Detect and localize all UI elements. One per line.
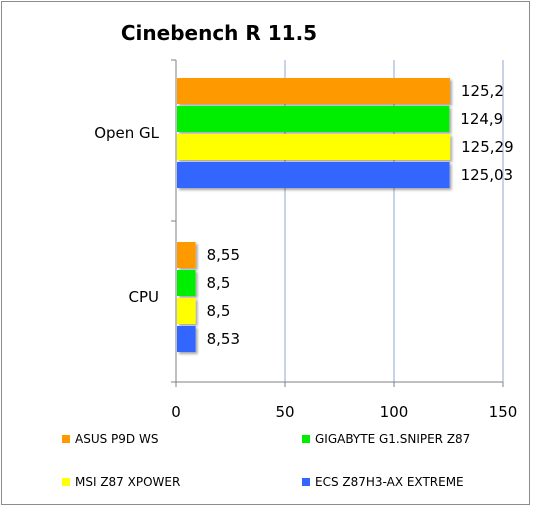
data-label: 125,29 bbox=[461, 138, 514, 156]
legend-swatch bbox=[62, 435, 70, 443]
legend-swatch bbox=[62, 478, 70, 486]
x-tick-label: 50 bbox=[275, 403, 294, 421]
bar bbox=[177, 78, 450, 104]
x-tick-label: 150 bbox=[489, 403, 518, 421]
bar bbox=[177, 326, 196, 352]
legend: ASUS P9D WS GIGABYTE G1.SNIPER Z87 MSI Z87… bbox=[62, 432, 470, 489]
legend-label: ECS Z87H3-AX EXTREME bbox=[315, 475, 464, 489]
data-labels: 125,2 124,9 125,29 125,03 8,55 8,5 8,5 8,53 bbox=[207, 82, 514, 348]
legend-label: GIGABYTE G1.SNIPER Z87 bbox=[315, 432, 470, 446]
data-label: 125,2 bbox=[461, 82, 504, 100]
bar bbox=[177, 134, 451, 160]
chart-title: Cinebench R 11.5 bbox=[121, 21, 317, 45]
bars bbox=[177, 78, 451, 352]
legend-swatch bbox=[302, 435, 310, 443]
legend-label: MSI Z87 XPOWER bbox=[75, 475, 180, 489]
data-label: 125,03 bbox=[461, 166, 514, 184]
x-tick-label: 100 bbox=[380, 403, 409, 421]
x-tick-label: 0 bbox=[171, 403, 181, 421]
bar bbox=[177, 162, 450, 188]
category-label: CPU bbox=[129, 288, 160, 306]
axes bbox=[171, 59, 504, 387]
bar bbox=[177, 270, 196, 296]
bar bbox=[177, 106, 450, 132]
data-label: 8,5 bbox=[207, 302, 231, 320]
category-labels: Open GL CPU bbox=[94, 124, 159, 306]
data-label: 8,55 bbox=[207, 246, 240, 264]
data-label: 8,5 bbox=[207, 274, 231, 292]
legend-label: ASUS P9D WS bbox=[75, 432, 158, 446]
data-label: 124,9 bbox=[460, 110, 503, 128]
bar bbox=[177, 242, 196, 268]
tick-labels: 0 50 100 150 bbox=[171, 403, 517, 421]
legend-swatch bbox=[302, 478, 310, 486]
category-label: Open GL bbox=[94, 124, 159, 142]
data-label: 8,53 bbox=[207, 330, 240, 348]
bar bbox=[177, 298, 196, 324]
